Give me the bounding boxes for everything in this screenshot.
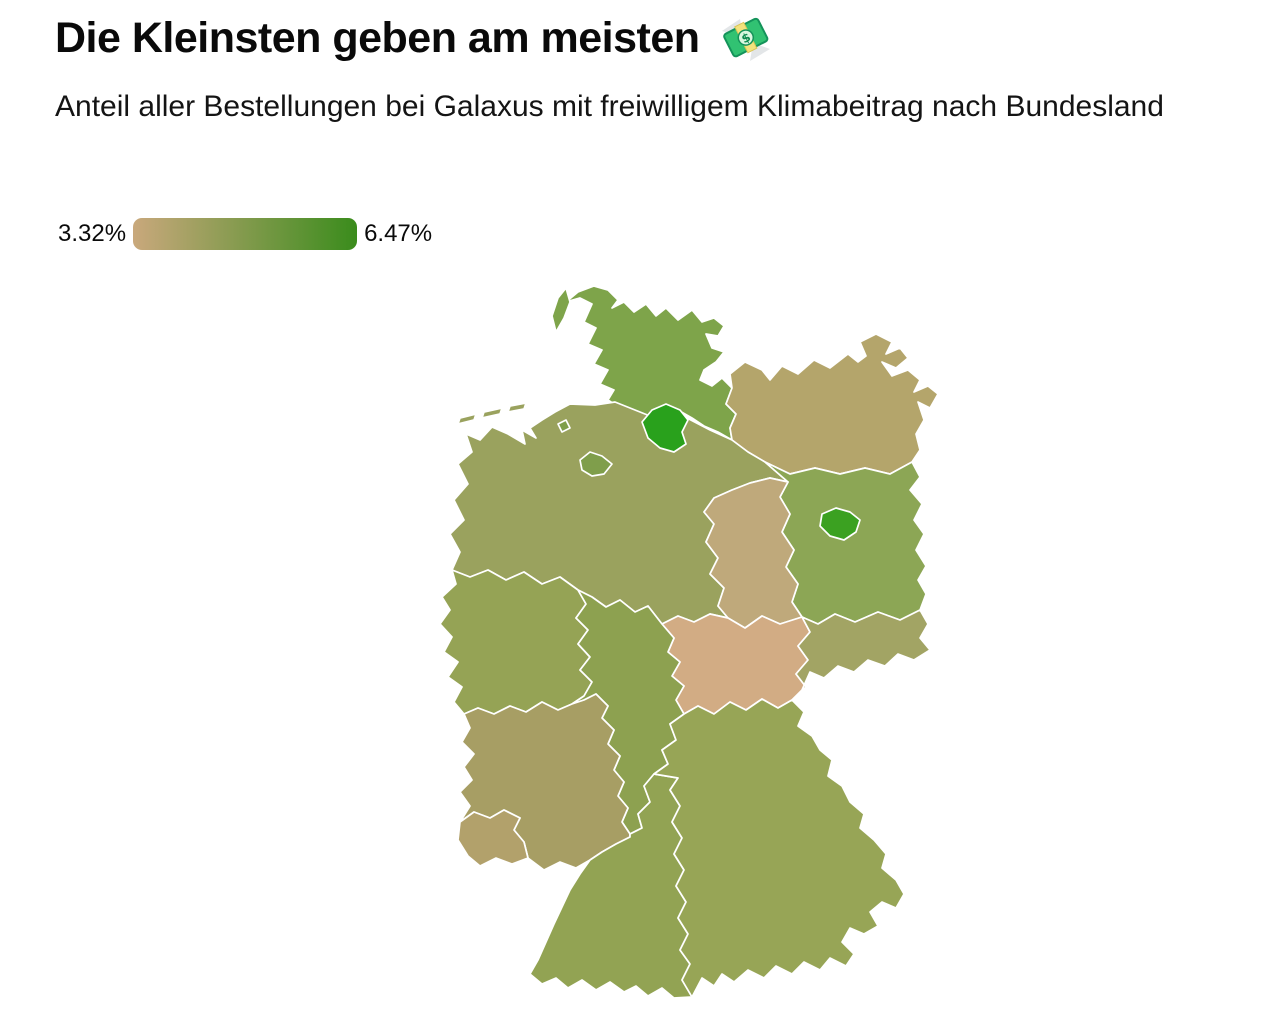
money-with-wings-icon: $: [721, 17, 770, 61]
region-thueringen[interactable]: [661, 613, 811, 715]
legend-min-label: 3.32%: [58, 220, 127, 247]
region-sachsen[interactable]: [791, 609, 931, 701]
region-bremen[interactable]: [557, 419, 613, 477]
color-legend: 3.32% 6.47%: [58, 218, 432, 250]
header: Die Kleinsten geben am meisten $ Anteil …: [55, 14, 1235, 129]
page-title: Die Kleinsten geben am meisten: [55, 14, 700, 62]
region-berlin[interactable]: [819, 507, 861, 541]
region-nordrhein-westfalen[interactable]: [439, 569, 593, 715]
region-niedersachsen-islands[interactable]: [457, 402, 527, 425]
region-bayern[interactable]: [653, 698, 905, 998]
subtitle: Anteil aller Bestellungen bei Galaxus mi…: [55, 90, 1164, 123]
region-schleswig-holstein[interactable]: [565, 285, 737, 441]
germany-choropleth-map: [430, 262, 950, 1022]
legend-gradient-bar: [133, 218, 358, 250]
region-mecklenburg-vorpommern[interactable]: [725, 333, 939, 475]
region-schleswig-holstein-island[interactable]: [551, 287, 571, 333]
region-saarland[interactable]: [457, 809, 529, 867]
region-hamburg[interactable]: [641, 403, 689, 453]
legend-max-label: 6.47%: [364, 220, 433, 247]
